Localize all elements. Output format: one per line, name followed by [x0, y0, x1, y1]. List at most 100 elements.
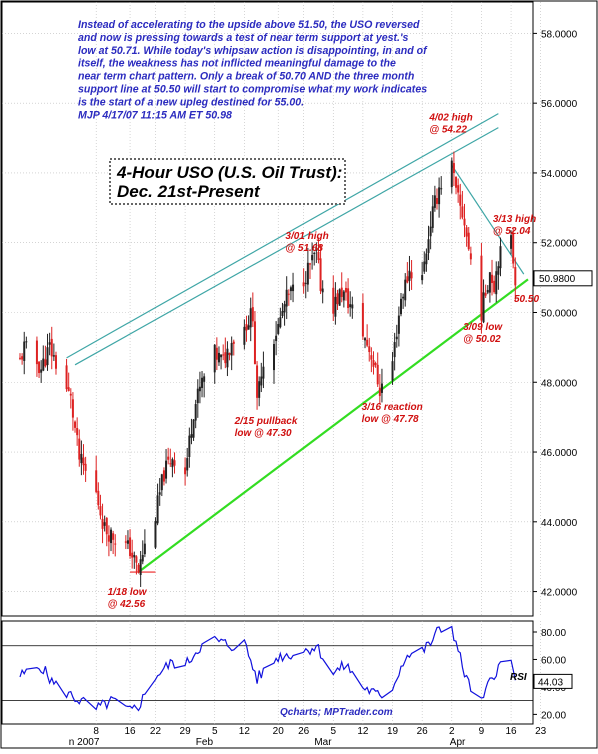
candle-body [364, 338, 367, 341]
candle-body [69, 393, 72, 396]
annotation-line: 1/18 low [108, 587, 148, 598]
rsi-tick-label: 80.00 [541, 628, 566, 639]
candle-body [397, 315, 400, 334]
title-box-frame [109, 158, 346, 205]
chart-credit: Qcharts; MPTrader.com [280, 707, 393, 718]
candle-body [499, 246, 502, 269]
candle-body [308, 263, 311, 265]
annotation-line: 3/13 high [493, 214, 536, 225]
x-tick-label: 5 [212, 726, 218, 737]
candle-body [228, 352, 231, 355]
candle-body [380, 383, 383, 393]
annotation-line: low @ 47.30 [235, 428, 292, 439]
candle-body [495, 271, 498, 295]
month-label: n 2007 [69, 737, 100, 748]
candle-body [510, 235, 513, 249]
annotation-line: @ 54.22 [429, 125, 467, 136]
candle-body [408, 270, 411, 281]
grid-layer [2, 2, 542, 724]
commentary-line: is the start of a new upleg destined for… [78, 96, 304, 108]
candle-body [38, 361, 41, 374]
candle-body [245, 324, 248, 331]
candle-body [338, 289, 341, 306]
candle-body [395, 336, 398, 340]
candle-body [486, 289, 489, 293]
candle-body [184, 467, 187, 475]
chart-title-line-2: Dec. 21st-Present [117, 182, 261, 201]
price-tick-label: 56.0000 [541, 99, 578, 110]
candle-body [80, 453, 83, 464]
price-annotation: 3/13 high @ 52.04 [493, 214, 536, 237]
x-tick-label: 16 [125, 726, 137, 737]
trendline-channel-lower [74, 127, 499, 366]
candle-body [249, 308, 252, 328]
candle-body [423, 261, 426, 272]
candle-body [440, 188, 443, 190]
candle-body [97, 490, 100, 506]
trendline-channel-upper [66, 113, 499, 359]
x-tick-label: 5 [330, 726, 336, 737]
last-price-label: 50.9800 [539, 274, 576, 285]
candle-body [243, 326, 246, 345]
candle-body [452, 163, 455, 174]
price-tick-label: 48.0000 [541, 378, 578, 389]
candle-body [67, 387, 70, 391]
candle-body [275, 335, 278, 342]
candle-body [154, 521, 157, 548]
x-tick-label: 26 [298, 726, 310, 737]
candle-body [95, 470, 98, 493]
candle-body [217, 352, 220, 363]
month-label: Feb [196, 737, 214, 748]
price-annotation: 4/02 high @ 54.22 [428, 113, 472, 136]
candle-body [201, 377, 204, 388]
candle-body [99, 506, 102, 516]
candle-body [370, 355, 373, 360]
x-tick-label: 23 [535, 726, 547, 737]
candle-body [279, 317, 282, 328]
candle-body [188, 435, 191, 458]
x-tick-label: 19 [387, 726, 399, 737]
commentary-text: Instead of accelerating to the upside ab… [78, 19, 428, 121]
candle-body [467, 232, 470, 250]
month-label: Apr [450, 737, 466, 748]
candle-body [110, 529, 113, 544]
candle-body [393, 342, 396, 358]
candle-body [251, 307, 254, 322]
candle-body [342, 291, 345, 301]
rsi-last-value-marker: 44.03 [533, 673, 573, 689]
annotation-line: 50.50 [514, 294, 539, 305]
price-annotation: 3/09 low @ 50.02 [463, 322, 503, 345]
candle-body [374, 363, 377, 365]
candle-body [198, 386, 201, 392]
candle-body [52, 355, 55, 357]
candle-body [273, 344, 275, 371]
candle-body [431, 206, 434, 228]
candle-body [361, 303, 364, 337]
commentary-line: Instead of accelerating to the upside ab… [78, 19, 420, 31]
candle-body [378, 387, 381, 396]
price-tick-label: 52.0000 [541, 239, 578, 250]
candle-body [107, 535, 110, 542]
candle-body [258, 381, 261, 398]
candle-body [192, 419, 195, 438]
candle-body [65, 365, 68, 390]
rsi-layer [2, 625, 533, 712]
rsi-series-line [19, 625, 516, 712]
candle-body [19, 357, 21, 359]
candle-body [137, 564, 140, 573]
candle-body [54, 355, 57, 369]
candle-body [25, 341, 28, 343]
candle-body [165, 460, 168, 479]
x-axis-layer: 8 16 22 29 5 12 20 26 5 12 19 26 2 9 16 23n 2007 Feb Mar A… [69, 726, 547, 748]
commentary-line: itself, the weakness has not inflicted m… [78, 58, 396, 70]
price-panel [1, 1, 534, 617]
price-annotation: 3/16 reaction low @ 47.78 [362, 402, 423, 425]
x-tick-label: 12 [357, 726, 369, 737]
annotation-line: @ 51.68 [285, 243, 323, 254]
commentary-line: MJP 4/17/07 11:15 AM ET 50.98 [78, 109, 232, 121]
candle-body [450, 160, 453, 188]
candle-body [368, 346, 371, 353]
price-tick-label: 58.0000 [541, 29, 578, 40]
